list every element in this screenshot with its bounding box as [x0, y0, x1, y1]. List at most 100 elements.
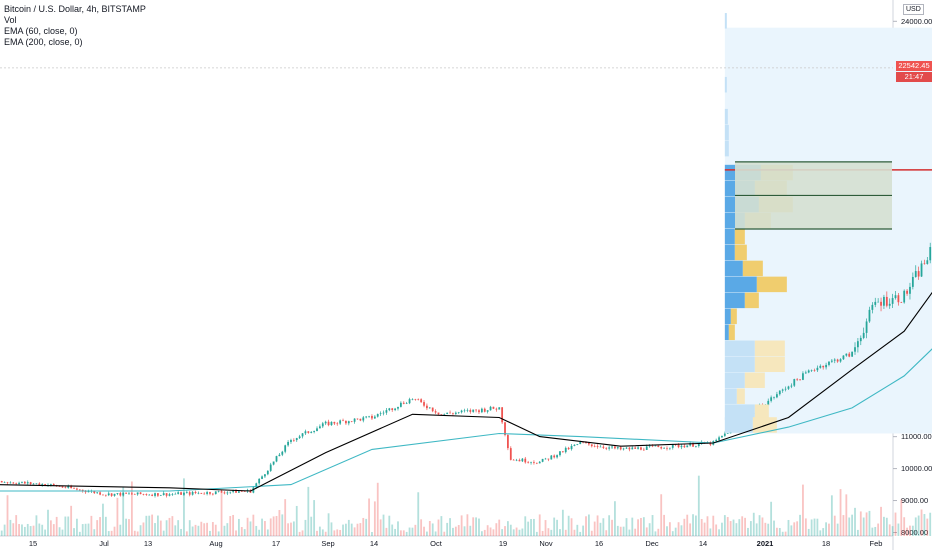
candle-body: [420, 399, 423, 403]
volume-bar: [206, 522, 208, 536]
vp-bar-down: [734, 244, 747, 261]
candle-body: [802, 373, 804, 380]
volume-bar: [651, 515, 654, 536]
volume-bar: [183, 478, 185, 536]
candle-body: [174, 493, 177, 495]
volume-bar: [110, 530, 113, 536]
candle-body: [168, 494, 171, 496]
candle-body: [197, 492, 200, 494]
candle-body: [411, 399, 414, 400]
volume-bar: [287, 523, 289, 536]
volume-bar: [93, 529, 96, 536]
volume-bar: [264, 521, 266, 536]
candle-body: [232, 490, 235, 492]
candle-body: [362, 417, 365, 421]
candle-body: [275, 456, 278, 462]
candle-body: [489, 406, 492, 411]
candle-body: [313, 431, 316, 432]
vp-bar-up: [724, 244, 735, 261]
candle-body: [220, 491, 223, 493]
candle-body: [38, 483, 41, 486]
candle-body: [608, 447, 611, 449]
volume-bar: [677, 522, 680, 536]
candle-body: [35, 483, 38, 485]
volume-bar: [559, 529, 561, 536]
candle-body: [316, 428, 318, 432]
volume-bar: [489, 527, 492, 536]
candle-body: [868, 309, 871, 322]
candle-body: [530, 462, 532, 463]
candle-body: [556, 455, 558, 458]
volume-bar: [550, 529, 553, 536]
volume-bar: [394, 528, 396, 536]
vp-bar-faint-up: [724, 388, 737, 404]
candle-body: [611, 446, 613, 448]
candle-body: [26, 482, 29, 484]
volume-bar: [619, 526, 622, 536]
candle-body: [715, 439, 718, 442]
candle-body: [793, 379, 796, 386]
vp-bar-up: [724, 260, 743, 277]
candle-body: [553, 455, 556, 458]
volume-bar: [874, 526, 877, 536]
vp-bar-faint-up: [724, 340, 755, 357]
candle-body: [527, 462, 530, 463]
volume-bar: [275, 516, 278, 536]
volume-bar: [165, 520, 168, 536]
candle-body: [810, 370, 813, 371]
volume-bar: [185, 531, 188, 536]
candle-body: [321, 423, 324, 427]
volume-bar: [38, 523, 41, 536]
volume-bar: [709, 528, 712, 536]
volume-bar: [281, 514, 284, 536]
volume-bar: [240, 527, 243, 536]
candle-body: [206, 492, 208, 494]
time-tick-label: 2021: [757, 539, 774, 548]
vp-bar-faint-up: [724, 356, 755, 373]
candle-body: [154, 493, 156, 496]
volume-bar: [544, 520, 547, 536]
volume-bar: [920, 509, 923, 536]
vp-bar-faint-down: [754, 404, 769, 420]
candle-body: [634, 447, 637, 449]
candle-body: [76, 488, 78, 490]
volume-bar: [180, 528, 182, 536]
candle-body: [379, 413, 382, 415]
candle-body: [587, 442, 590, 445]
candle-body: [356, 418, 359, 420]
candle-body: [640, 447, 642, 450]
candle-body: [770, 397, 773, 401]
vp-bar-down: [728, 324, 735, 341]
volume-bar: [640, 517, 642, 536]
candle-body: [859, 337, 862, 342]
candle-body: [122, 492, 125, 496]
volume-bar: [726, 517, 729, 536]
candle-body: [564, 447, 567, 453]
candle-body: [266, 470, 269, 475]
volume-bar: [695, 515, 697, 536]
candle-body: [162, 493, 165, 496]
currency-label[interactable]: USD: [903, 4, 924, 15]
volume-bar: [261, 518, 263, 536]
time-tick-label: 19: [499, 539, 507, 548]
volume-bar: [454, 526, 457, 536]
volume-bar: [350, 523, 353, 536]
candle-body: [625, 447, 628, 449]
vp-bar-down: [744, 292, 759, 309]
volume-bar: [480, 531, 483, 536]
volume-bar: [495, 523, 498, 536]
candle-body: [561, 451, 564, 453]
volume-bar: [67, 516, 70, 536]
volume-bar: [697, 475, 700, 536]
candle-body: [668, 447, 671, 449]
candle-body: [437, 412, 440, 415]
candle-body: [298, 436, 301, 439]
candle-body: [440, 414, 443, 415]
volume-bar: [113, 526, 116, 536]
candle-body: [32, 483, 35, 485]
candle-body: [544, 458, 547, 460]
vp-bar-down: [756, 276, 787, 293]
candle-body: [281, 451, 284, 455]
candle-series: [0, 242, 932, 498]
